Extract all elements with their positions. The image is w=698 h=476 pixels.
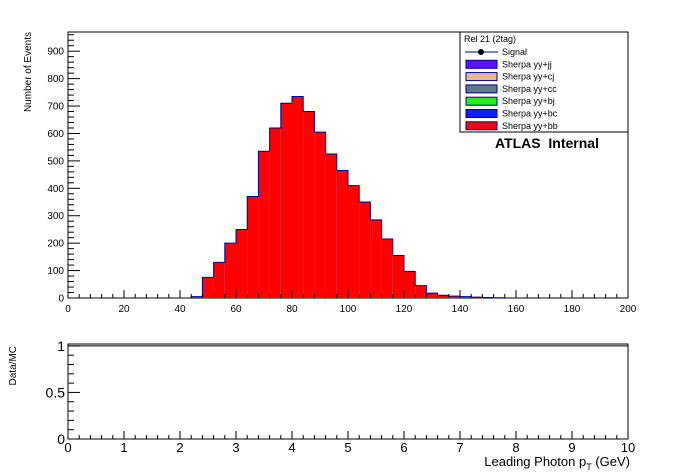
histogram-bar xyxy=(404,271,416,298)
ratio-x-axis-label: Leading Photon pT (GeV) xyxy=(484,454,630,472)
ratio-x-tick-label: 4 xyxy=(288,440,295,455)
histogram-bar xyxy=(314,132,326,298)
legend-entry-label: Sherpa yy+bc xyxy=(502,109,558,119)
histogram-bar xyxy=(303,111,315,298)
legend-signal-marker xyxy=(478,49,484,55)
legend-entry-label: Sherpa yy+cj xyxy=(502,72,554,82)
x-tick-label: 160 xyxy=(508,304,525,315)
ratio-y-tick-label: 0.5 xyxy=(46,384,66,400)
y-tick-label: 400 xyxy=(47,184,64,195)
main-x-axis: 0 20 40 60 80 100 120 140 160 180 200 xyxy=(65,290,637,315)
histogram-bar xyxy=(325,154,337,298)
histogram-bar xyxy=(359,202,371,298)
ratio-x-tick-label: 0 xyxy=(64,440,71,455)
x-tick-label: 40 xyxy=(174,304,186,315)
histogram-bar xyxy=(392,255,404,298)
y-tick-label: 300 xyxy=(47,211,64,222)
legend-entry-label: Sherpa yy+bj xyxy=(502,96,555,106)
y-tick-label: 600 xyxy=(47,129,64,140)
ratio-x-tick-label: 7 xyxy=(456,440,463,455)
ratio-y-axis-label: Data/MC xyxy=(8,346,19,385)
main-y-axis-label: Number of Events xyxy=(23,32,34,112)
legend-entry-label: Sherpa yy+bb xyxy=(502,121,558,131)
ratio-x-tick-label: 6 xyxy=(400,440,407,455)
ratio-panel: 0 1 2 3 4 5 6 7 8 9 10 00.51 Data/MC Leading Photo… xyxy=(8,338,635,472)
x-tick-label: 180 xyxy=(564,304,581,315)
y-tick-label: 900 xyxy=(47,47,64,58)
atlas-label: ATLAS Internal xyxy=(495,135,599,151)
y-tick-label: 700 xyxy=(47,102,64,113)
legend-swatch xyxy=(465,59,498,69)
ratio-x-tick-label: 2 xyxy=(176,440,183,455)
legend-entry-label: Sherpa yy+jj xyxy=(502,59,552,69)
histogram-bar xyxy=(202,277,214,298)
x-tick-label: 140 xyxy=(452,304,469,315)
x-tick-label: 20 xyxy=(118,304,130,315)
ratio-x-tick-label: 10 xyxy=(621,440,635,455)
histogram-bar xyxy=(381,239,393,298)
histogram-outline xyxy=(190,95,506,299)
y-tick-label: 0 xyxy=(58,294,64,305)
histogram-bar xyxy=(437,295,449,298)
histogram-bars xyxy=(191,96,505,299)
y-tick-label: 200 xyxy=(47,239,64,250)
x-tick-label: 80 xyxy=(286,304,298,315)
legend-swatch xyxy=(465,72,498,82)
histogram-bar xyxy=(370,219,382,298)
legend-swatch xyxy=(465,121,498,131)
histogram-bar xyxy=(247,196,259,298)
ratio-y-tick-label: 0 xyxy=(57,431,65,447)
histogram-bar xyxy=(448,296,460,298)
x-tick-label: 0 xyxy=(65,304,71,315)
histogram-bar xyxy=(415,285,427,298)
histogram-bar xyxy=(348,185,360,298)
main-histogram-panel: 0 20 40 60 80 100 120 140 160 180 200 0 100 200 300 40… xyxy=(23,31,637,315)
ratio-x-tick-label: 5 xyxy=(344,440,351,455)
histogram-bar xyxy=(224,243,236,298)
y-tick-label: 100 xyxy=(47,266,64,277)
histogram-bar xyxy=(426,293,438,298)
x-tick-label: 100 xyxy=(340,304,357,315)
ratio-x-tick-label: 1 xyxy=(120,440,127,455)
histogram-bar xyxy=(460,296,472,298)
legend-entry-label: Sherpa yy+cc xyxy=(502,84,557,94)
legend: Rel 21 (2tag) Signal Sherpa yy+jj Sherpa y… xyxy=(459,31,629,133)
ratio-y-axis: 00.51 xyxy=(46,338,80,447)
ratio-x-tick-label: 3 xyxy=(232,440,239,455)
ratio-x-axis: 0 1 2 3 4 5 6 7 8 9 10 xyxy=(64,431,635,455)
histogram-bar xyxy=(191,296,203,298)
ratio-x-tick-label: 8 xyxy=(512,440,519,455)
legend-swatch xyxy=(465,84,498,94)
histogram-bar xyxy=(336,170,348,298)
ratio-plot-frame xyxy=(67,343,629,440)
legend-entry-label: Signal xyxy=(502,47,527,57)
ratio-x-tick-label: 9 xyxy=(568,440,575,455)
ratio-y-tick-label: 1 xyxy=(57,338,65,354)
histogram-bar xyxy=(213,262,225,298)
histogram-bar xyxy=(269,127,281,299)
histogram-bar xyxy=(292,96,304,298)
legend-entries: Signal Sherpa yy+jj Sherpa yy+cj Sherpa yy+… xyxy=(465,47,558,131)
x-tick-label: 60 xyxy=(230,304,242,315)
legend-swatch xyxy=(465,109,498,118)
legend-header: Rel 21 (2tag) xyxy=(464,34,516,44)
histogram-bar xyxy=(236,229,248,298)
histogram-bar xyxy=(280,103,292,298)
main-y-axis: 0 100 200 300 400 500 600 700 800 900 xyxy=(47,34,80,305)
y-tick-label: 800 xyxy=(47,74,64,85)
y-tick-label: 500 xyxy=(47,156,64,167)
histogram-bar xyxy=(258,151,270,298)
x-tick-label: 200 xyxy=(620,304,637,315)
legend-swatch xyxy=(465,96,498,106)
x-tick-label: 120 xyxy=(396,304,413,315)
